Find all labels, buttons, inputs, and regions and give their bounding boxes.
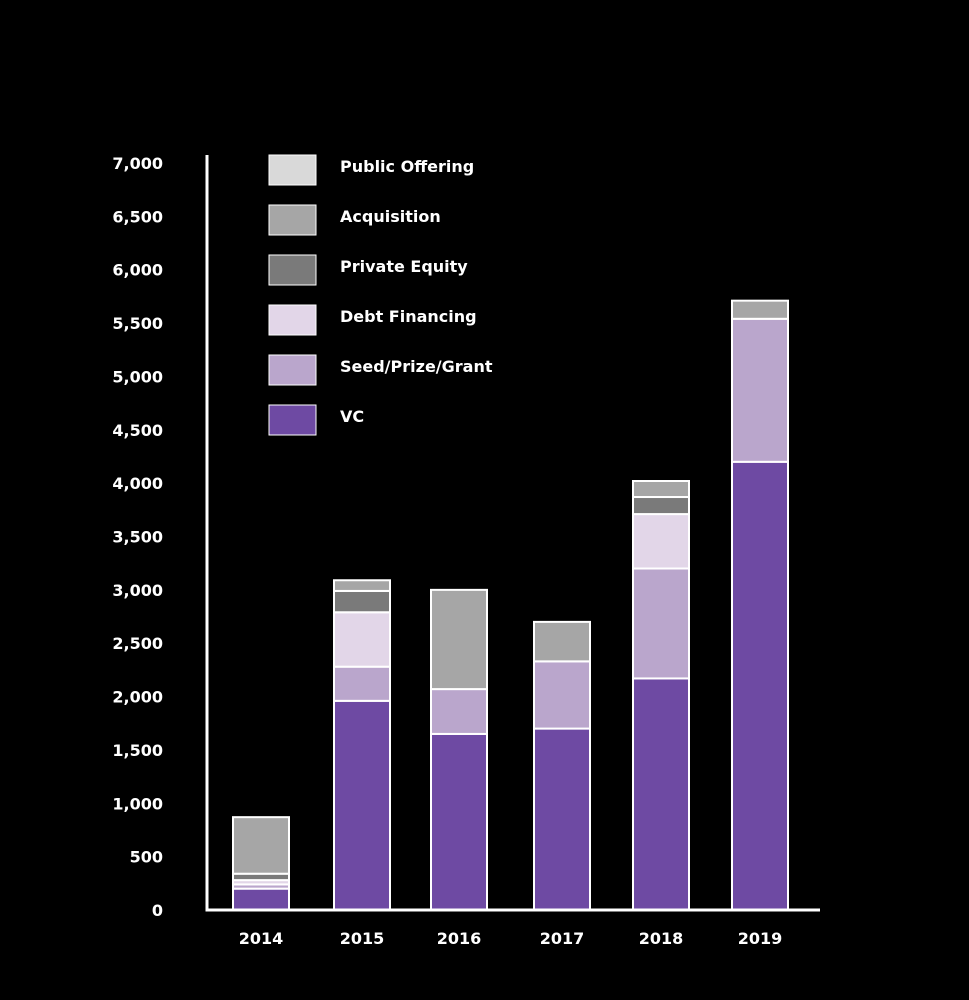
bar-segment-seed-prize-grant-2018 xyxy=(632,567,690,680)
bar-segment-private-equity-2015 xyxy=(333,589,391,614)
y-tick-label: 500 xyxy=(130,848,163,867)
legend-item-vc: VC xyxy=(268,404,364,436)
y-tick-label: 4,500 xyxy=(112,421,163,440)
axes-layer xyxy=(205,155,820,912)
y-tick-label: 2,000 xyxy=(112,688,163,707)
legend-label-acquisition: Acquisition xyxy=(340,207,441,226)
bar-segment-debt-financing-2018 xyxy=(632,513,690,570)
bar-segment-acquisition-2014 xyxy=(232,816,290,875)
bar-segment-acquisition-2015 xyxy=(333,579,391,592)
y-tick-label: 0 xyxy=(152,901,163,920)
y-tick-label: 2,500 xyxy=(112,634,163,653)
bar-segment-seed-prize-grant-2019 xyxy=(731,317,789,463)
legend-item-acquisition: Acquisition xyxy=(268,204,441,236)
legend-swatch-debt-financing xyxy=(268,304,317,336)
bar-segment-acquisition-2018 xyxy=(632,480,690,499)
bar-stack-2015 xyxy=(333,579,391,912)
bar-segment-vc-2016 xyxy=(430,732,488,912)
y-axis-tick-labels: 0 500 1,000 1,500 2,000 2,500 3,000 3,500 4,000 4… xyxy=(112,154,163,920)
x-tick-label-2018: 2018 xyxy=(639,929,684,948)
legend-swatch-seed-prize-grant xyxy=(268,354,317,386)
legend-label-debt-financing: Debt Financing xyxy=(340,307,477,326)
bar-segment-vc-2017 xyxy=(533,727,591,911)
x-axis-tick-labels: 2014 2015 2016 2017 2018 2019 xyxy=(239,929,783,948)
x-tick-label-2016: 2016 xyxy=(437,929,482,948)
legend-item-private-equity: Private Equity xyxy=(268,254,468,286)
legend-item-debt-financing: Debt Financing xyxy=(268,304,477,336)
legend-swatch-acquisition xyxy=(268,204,317,236)
bar-stack-2016 xyxy=(430,588,488,912)
x-tick-label-2014: 2014 xyxy=(239,929,284,948)
bar-stack-2019 xyxy=(731,299,789,911)
legend: Public Offering Acquisition Private Equity… xyxy=(268,154,493,436)
x-tick-label-2019: 2019 xyxy=(738,929,783,948)
legend-item-public-offering: Public Offering xyxy=(268,154,474,186)
y-tick-label: 1,500 xyxy=(112,741,163,760)
legend-label-public-offering: Public Offering xyxy=(340,157,474,176)
legend-label-private-equity: Private Equity xyxy=(340,257,468,276)
y-tick-label: 5,500 xyxy=(112,314,163,333)
bar-stack-2014 xyxy=(232,816,290,912)
y-tick-label: 4,000 xyxy=(112,474,163,493)
legend-label-seed-prize-grant: Seed/Prize/Grant xyxy=(340,357,493,376)
y-tick-label: 3,500 xyxy=(112,528,163,547)
bar-stack-2017 xyxy=(533,620,591,911)
y-tick-label: 5,000 xyxy=(112,367,163,386)
bar-segment-seed-prize-grant-2016 xyxy=(430,688,488,735)
legend-swatch-public-offering xyxy=(268,154,317,186)
x-tick-label-2015: 2015 xyxy=(340,929,385,948)
legend-swatch-private-equity xyxy=(268,254,317,286)
bar-segment-debt-financing-2015 xyxy=(333,611,391,668)
bar-segment-acquisition-2019 xyxy=(731,299,789,320)
legend-label-vc: VC xyxy=(340,407,364,426)
y-tick-label: 6,000 xyxy=(112,261,163,280)
y-tick-label: 1,000 xyxy=(112,794,163,813)
bar-segment-acquisition-2017 xyxy=(533,620,591,663)
bar-segment-vc-2014 xyxy=(232,887,290,912)
bar-segment-private-equity-2018 xyxy=(632,496,690,516)
y-tick-label: 3,000 xyxy=(112,581,163,600)
bar-segment-acquisition-2016 xyxy=(430,588,488,691)
bars-layer xyxy=(232,299,789,912)
bar-segment-seed-prize-grant-2017 xyxy=(533,660,591,730)
bar-segment-vc-2019 xyxy=(731,460,789,911)
bar-segment-vc-2018 xyxy=(632,677,690,911)
bar-segment-seed-prize-grant-2015 xyxy=(333,665,391,702)
bar-stack-2018 xyxy=(632,480,690,911)
legend-swatch-vc xyxy=(268,404,317,436)
y-tick-label: 6,500 xyxy=(112,207,163,226)
legend-item-seed-prize-grant: Seed/Prize/Grant xyxy=(268,354,493,386)
bar-segment-vc-2015 xyxy=(333,699,391,912)
x-tick-label-2017: 2017 xyxy=(540,929,585,948)
y-tick-label: 7,000 xyxy=(112,154,163,173)
